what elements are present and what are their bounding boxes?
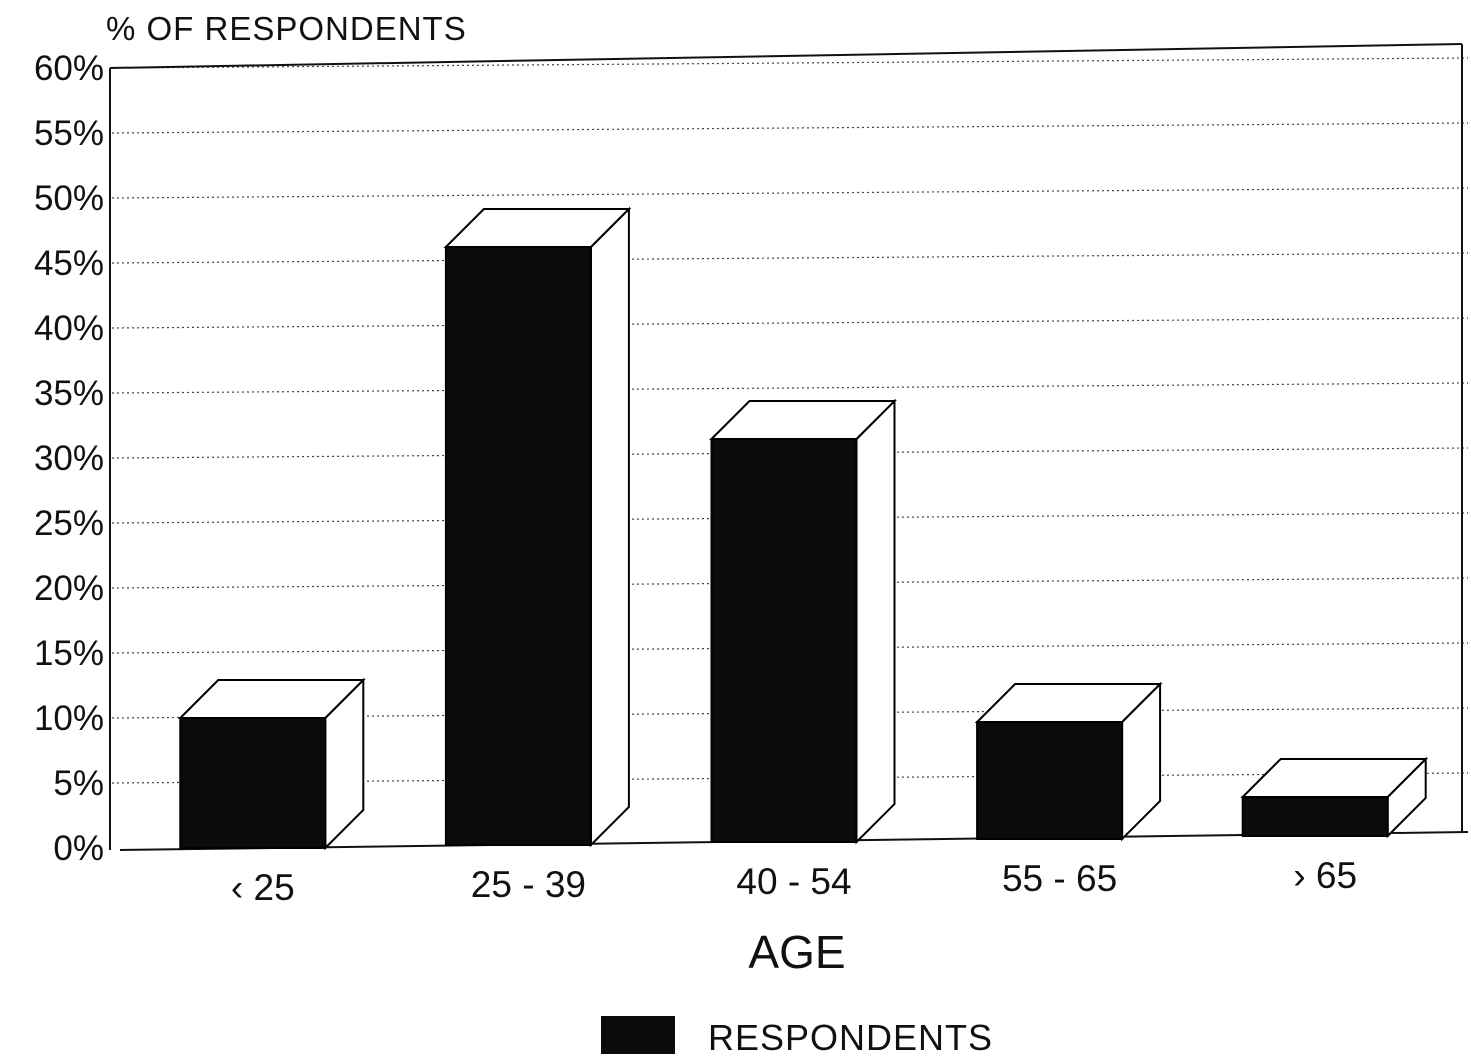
bar-side-face bbox=[589, 206, 630, 848]
bar-front-face bbox=[179, 717, 327, 849]
gridline bbox=[111, 512, 1469, 524]
legend: RESPONDENTS bbox=[601, 1016, 993, 1058]
bars bbox=[177, 206, 1429, 851]
bar bbox=[974, 681, 1163, 842]
y-tick-label: 35% bbox=[34, 374, 104, 413]
gridline bbox=[111, 57, 1469, 69]
bar bbox=[177, 677, 366, 851]
x-axis-label: AGE bbox=[748, 926, 845, 978]
bar bbox=[709, 398, 897, 845]
y-axis-ticks: 0% 5% 10% 15% 20% 25% 30% 35% 40% 45% 50% 55% 60% bbox=[34, 49, 104, 868]
gridlines bbox=[111, 57, 1469, 784]
y-tick-label: 55% bbox=[34, 114, 104, 153]
x-tick-label: 55 - 65 bbox=[1002, 858, 1117, 899]
y-axis-label: % OF RESPONDENTS bbox=[106, 10, 467, 47]
y-tick-label: 30% bbox=[34, 439, 104, 478]
x-tick-label: ‹ 25 bbox=[231, 867, 295, 908]
y-tick-label: 25% bbox=[34, 504, 104, 543]
x-axis-ticks: ‹ 25 25 - 39 40 - 54 55 - 65 › 65 bbox=[231, 855, 1357, 908]
gridline bbox=[111, 447, 1469, 459]
bar bbox=[443, 206, 632, 848]
x-tick-label: 40 - 54 bbox=[736, 861, 851, 902]
bar-side-face bbox=[855, 398, 896, 845]
bar-front-face bbox=[976, 721, 1124, 840]
y-tick-label: 50% bbox=[34, 179, 104, 218]
y-tick-label: 40% bbox=[34, 309, 104, 348]
gridline bbox=[111, 252, 1469, 264]
gridline bbox=[111, 577, 1469, 589]
y-tick-label: 15% bbox=[34, 634, 104, 673]
bar-front-face bbox=[444, 246, 592, 846]
y-tick-label: 0% bbox=[53, 829, 104, 868]
bar-front-face bbox=[710, 438, 858, 843]
x-tick-label: 25 - 39 bbox=[471, 864, 586, 905]
gridline bbox=[111, 382, 1469, 394]
y-tick-label: 10% bbox=[34, 699, 104, 738]
y-tick-label: 45% bbox=[34, 244, 104, 283]
legend-label: RESPONDENTS bbox=[708, 1017, 993, 1058]
bar bbox=[1240, 756, 1429, 839]
gridline bbox=[111, 122, 1469, 134]
axis-line bbox=[109, 43, 1463, 69]
gridline bbox=[111, 642, 1469, 654]
gridline bbox=[111, 187, 1469, 199]
y-tick-label: 20% bbox=[34, 569, 104, 608]
legend-swatch bbox=[601, 1016, 675, 1054]
gridline bbox=[111, 317, 1469, 329]
y-tick-label: 5% bbox=[53, 764, 104, 803]
y-tick-label: 60% bbox=[34, 49, 104, 88]
bar-front-face bbox=[1241, 796, 1389, 837]
x-tick-label: › 65 bbox=[1293, 855, 1357, 896]
